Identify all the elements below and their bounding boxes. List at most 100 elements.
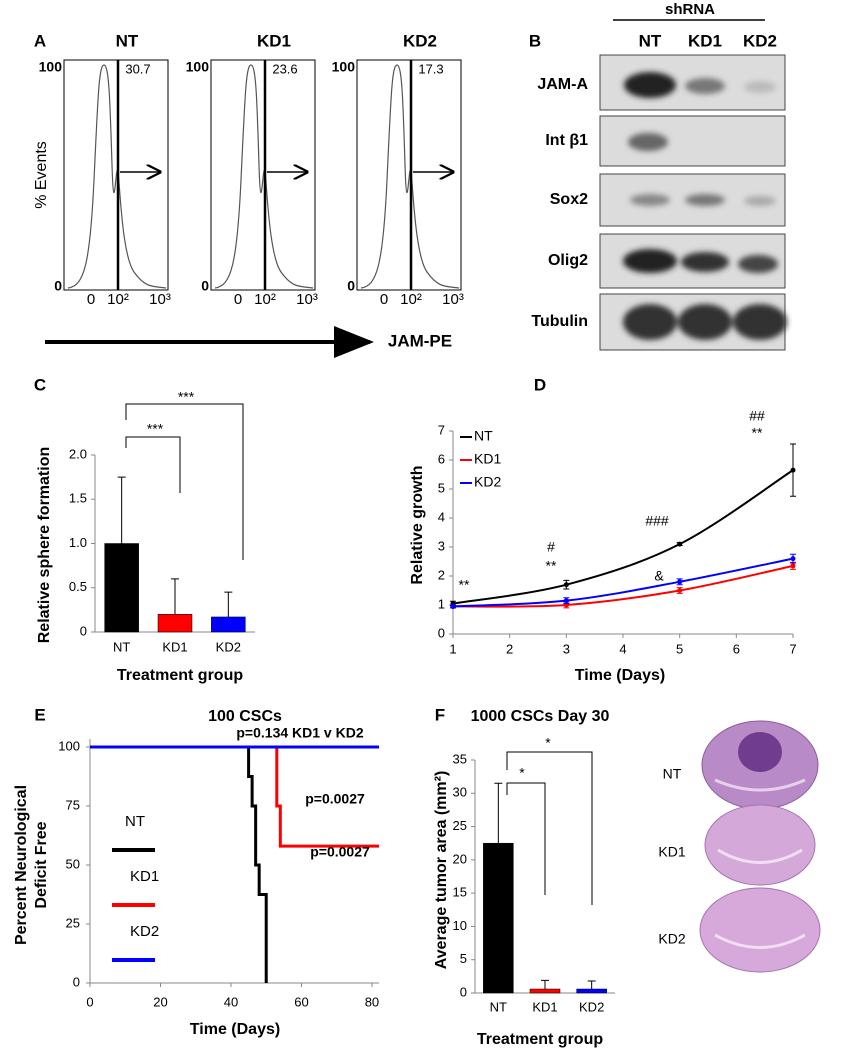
x-tick-label: 10³	[296, 291, 318, 308]
y-tick-label: 10	[453, 918, 467, 933]
error-bar	[587, 980, 596, 990]
data-point	[563, 582, 569, 588]
y-tick-label: 0	[54, 278, 62, 294]
error-bar	[171, 578, 179, 615]
y-axis-label: Percent Neurological	[13, 785, 30, 945]
y-tick-label: 0	[201, 278, 209, 294]
y-tick-label: 5	[460, 951, 467, 966]
x-tick-label: NT	[490, 999, 507, 1014]
y-tick-label: 35	[453, 751, 467, 766]
x-tick-label: 80	[365, 994, 379, 1009]
x-tick-label: 10²	[254, 291, 276, 308]
x-axis-label: Treatment group	[477, 1031, 603, 1048]
annotation: p=0.0027	[310, 844, 370, 860]
sample-title: NT	[116, 31, 139, 50]
data-point	[677, 579, 683, 585]
y-tick-label: 3	[438, 538, 445, 553]
x-tick-label: 10²	[400, 291, 422, 308]
histogram-frame	[356, 59, 462, 291]
panel-label: C	[34, 375, 46, 394]
gate-percent: 23.6	[272, 61, 297, 76]
y-axis-label: Relative sphere formation	[36, 447, 53, 644]
bar	[529, 988, 561, 994]
y-tick-label: 1.5	[69, 491, 87, 506]
annotation: ***	[178, 389, 195, 405]
series-line	[452, 469, 794, 605]
bar	[157, 614, 193, 633]
y-tick-label: 5	[438, 480, 445, 495]
x-tick-label: 6	[733, 641, 740, 656]
image-label: KD1	[658, 844, 685, 860]
y-axis-label: Average tumor area (mm²)	[433, 771, 450, 970]
y-tick-label: 75	[66, 797, 80, 812]
blot-header: shRNA	[665, 1, 715, 18]
annotation: #	[547, 539, 555, 555]
x-tick-label: 20	[153, 994, 167, 1009]
histogram-curve	[67, 64, 167, 289]
y-axis-label: Deficit Free	[33, 821, 50, 908]
panel-label: A	[34, 31, 46, 50]
data-point	[790, 556, 796, 562]
annotation: p=0.134 KD1 v KD2	[236, 725, 363, 741]
protein-label: Tubulin	[531, 313, 588, 330]
x-tick-label: 40	[224, 994, 238, 1009]
gate-percent: 30.7	[125, 61, 150, 76]
annotation: ###	[645, 513, 669, 529]
bar	[104, 543, 139, 633]
bar	[483, 842, 514, 994]
histogram-frame	[210, 59, 316, 291]
legend-label: KD2	[474, 474, 501, 490]
data-point	[677, 588, 683, 593]
y-tick-label: 0	[438, 625, 445, 640]
series-line	[452, 564, 794, 608]
sample-title: KD1	[257, 31, 291, 50]
y-tick-label: 100	[39, 59, 63, 75]
y-tick-label: 6	[438, 451, 445, 466]
bar	[211, 616, 246, 633]
lane-label: KD1	[688, 31, 722, 50]
y-tick-label: 1	[438, 596, 445, 611]
data-point	[677, 541, 683, 547]
chart-title: 100 CSCs	[208, 708, 282, 725]
annotation: **	[546, 558, 557, 574]
x-axis-label: Treatment group	[117, 667, 243, 684]
y-tick-label: 0	[73, 974, 80, 989]
y-tick-label: 2	[438, 567, 445, 582]
protein-label: Olig2	[548, 252, 588, 269]
significance-bracket	[125, 403, 244, 560]
y-tick-label: 2.0	[69, 446, 87, 461]
lane-label: NT	[639, 31, 662, 50]
sample-title: KD2	[403, 31, 437, 50]
data-point	[563, 598, 569, 604]
annotation: ##	[749, 408, 765, 424]
x-tick-label: 2	[506, 641, 513, 656]
significance-bracket	[506, 751, 593, 905]
significance-bracket	[506, 782, 546, 895]
x-tick-label: 5	[676, 641, 683, 656]
y-axis-label: % Events	[33, 141, 50, 209]
protein-label: JAM-A	[537, 76, 588, 93]
image-label: KD2	[658, 931, 685, 947]
x-tick-label: 3	[563, 641, 570, 656]
annotation: ***	[147, 421, 164, 437]
annotation: **	[459, 577, 470, 593]
y-axis-label: Relative growth	[409, 465, 426, 584]
y-tick-label: 0	[80, 623, 87, 638]
legend-label: KD1	[474, 451, 501, 467]
x-tick-label: 4	[619, 641, 626, 656]
y-tick-label: 4	[438, 509, 445, 524]
y-tick-label: 20	[453, 851, 467, 866]
legend-label: NT	[125, 813, 145, 830]
image-label: NT	[663, 766, 682, 782]
bar	[576, 988, 607, 994]
brain-sections	[699, 720, 821, 973]
data-point	[790, 467, 796, 473]
legend-label: KD1	[130, 868, 159, 885]
x-tick-label: 0	[87, 291, 95, 308]
x-tick-label: 10³	[149, 291, 171, 308]
x-tick-label: 0	[86, 994, 93, 1009]
y-tick-label: 15	[453, 885, 467, 900]
x-tick-label: KD2	[579, 999, 604, 1014]
y-tick-label: 50	[66, 856, 80, 871]
